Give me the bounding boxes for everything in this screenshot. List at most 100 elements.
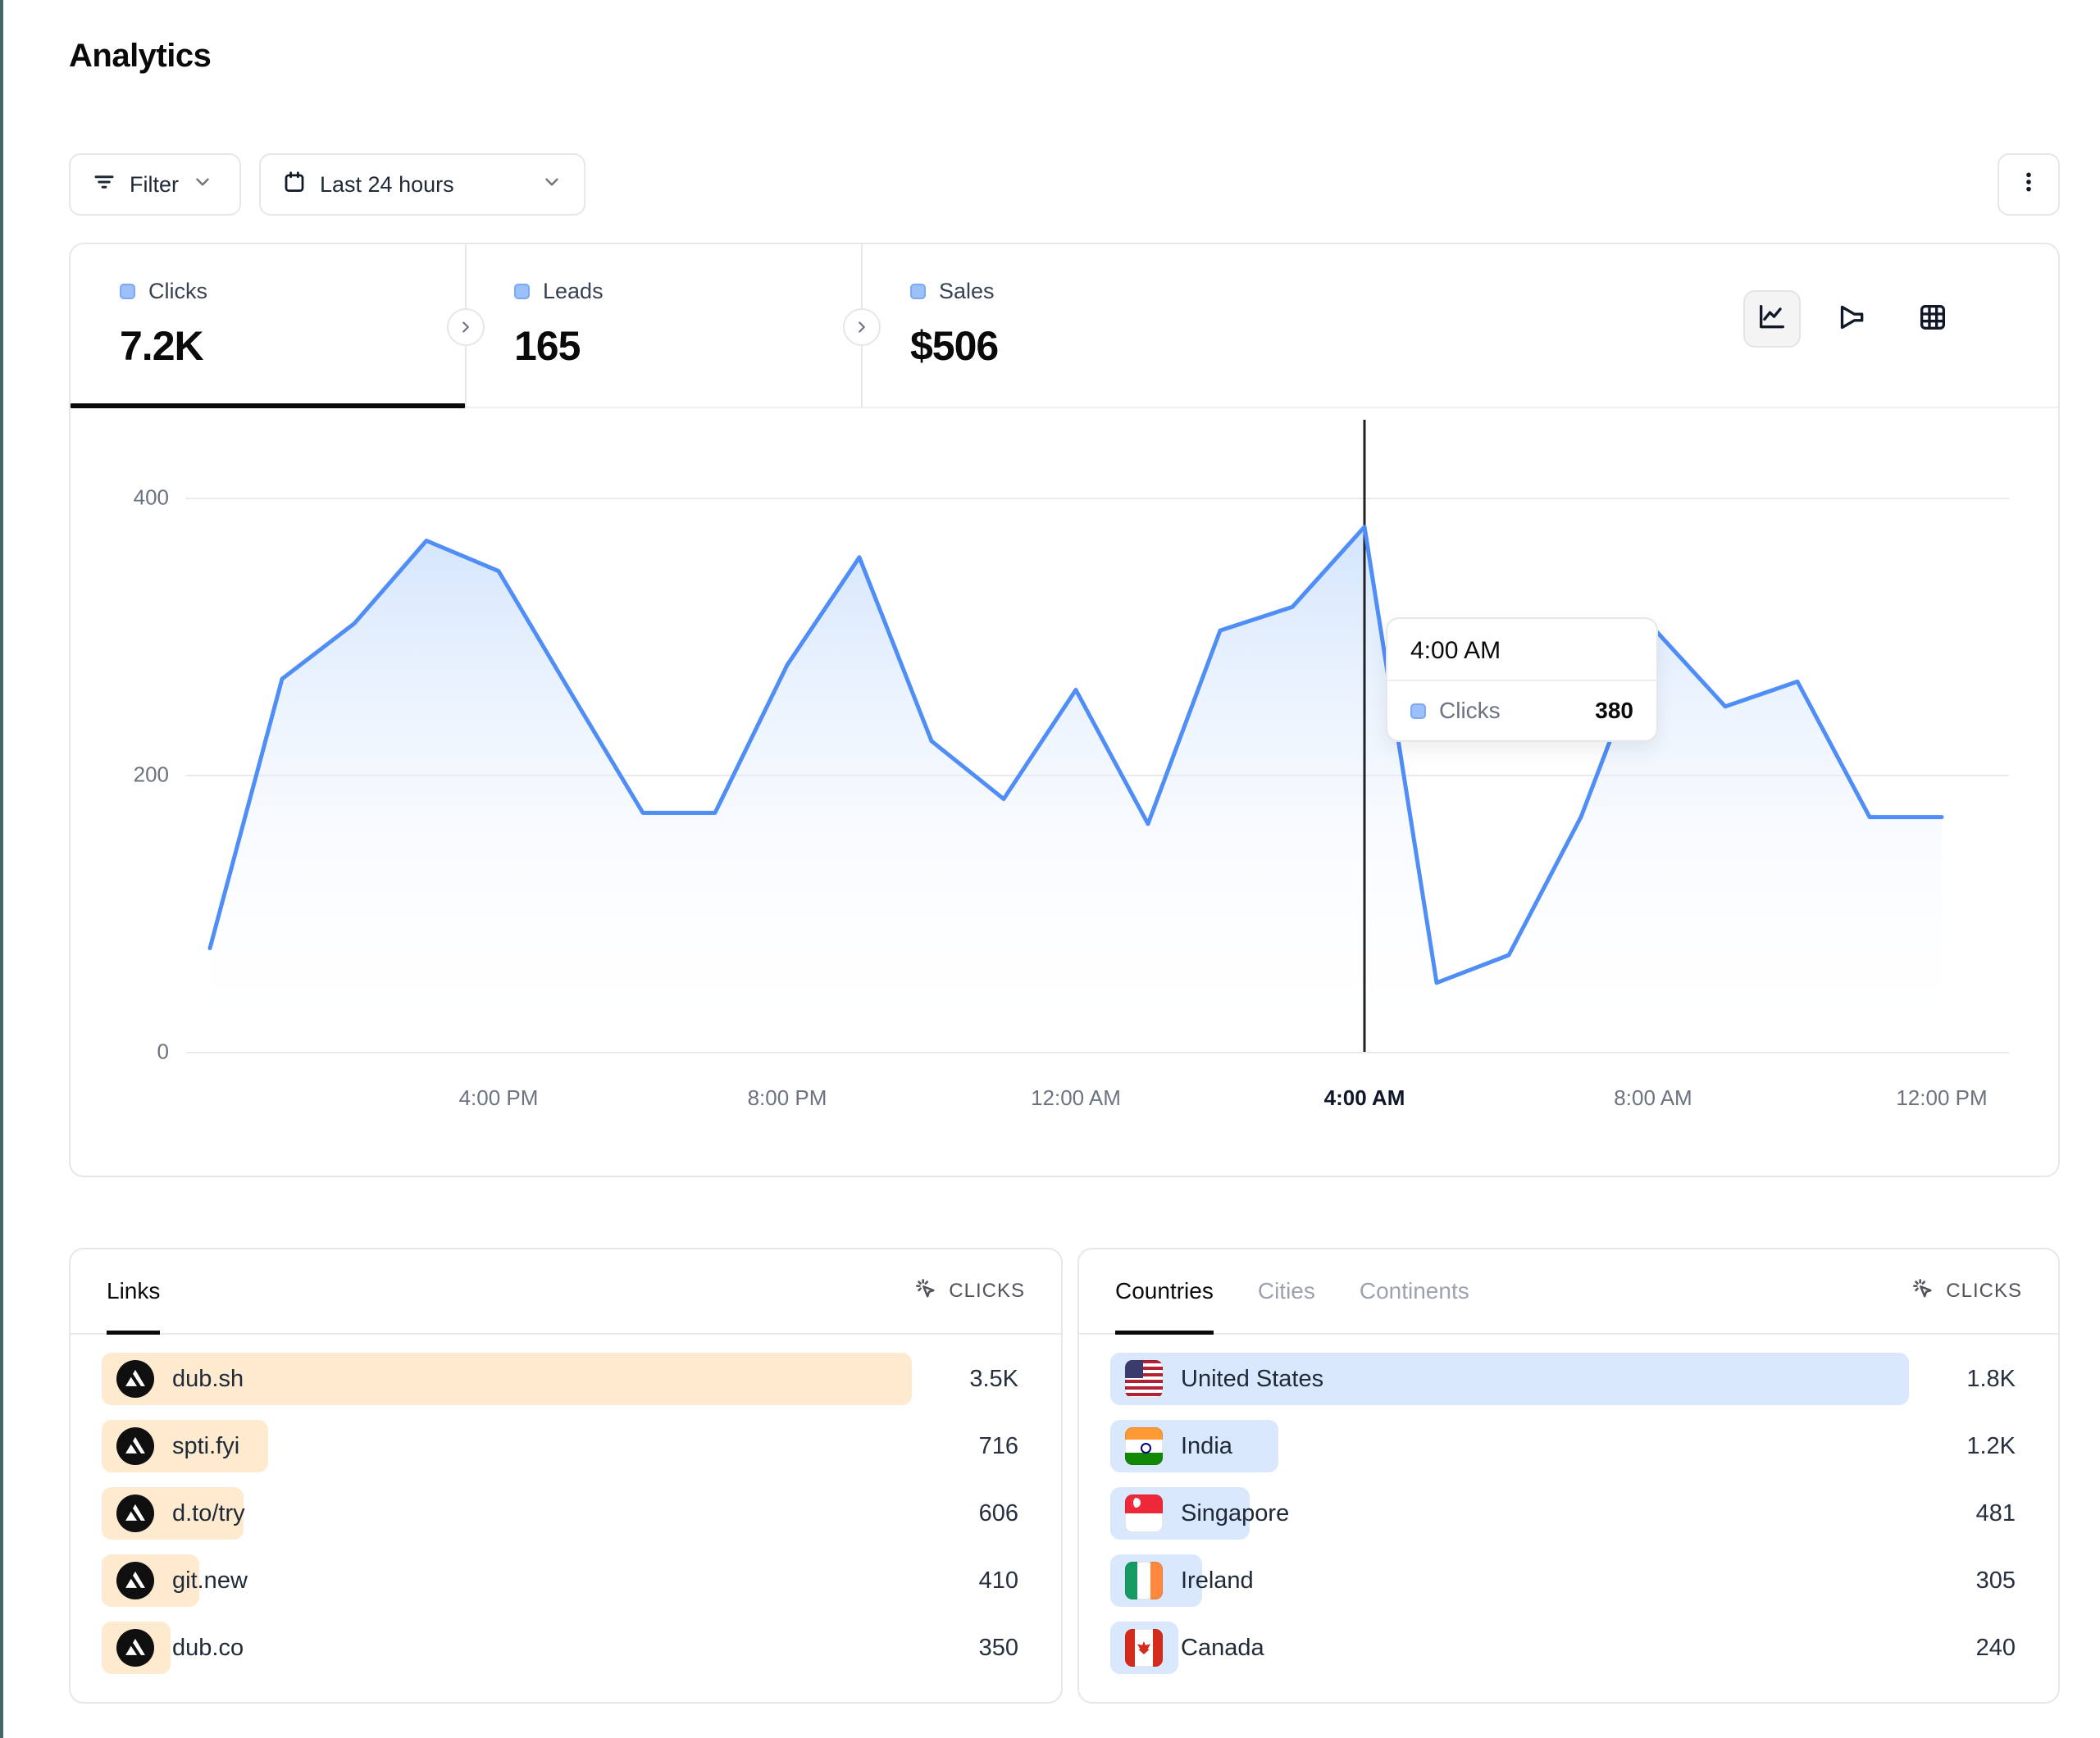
area-fill: [210, 526, 1942, 1052]
ca-flag-icon: [1125, 1629, 1163, 1667]
chevron-down-icon: [192, 171, 213, 198]
calendar-icon: [282, 170, 307, 200]
links-card-header: Links CLICKS: [71, 1249, 1061, 1335]
country-clicks-value: 305: [1975, 1567, 2016, 1594]
date-range-label: Last 24 hours: [320, 171, 454, 197]
tab-cities[interactable]: Cities: [1257, 1278, 1315, 1304]
x-axis: 4:00 PM 8:00 PM 12:00 AM 4:00 AM 8:00 AM 12:0…: [71, 1085, 2061, 1126]
country-clicks-value: 1.2K: [1966, 1432, 2016, 1459]
tooltip-series-label: Clicks: [1439, 698, 1501, 723]
chart-view-toggles: [1743, 290, 1961, 348]
leads-series-swatch: [514, 284, 530, 299]
sg-flag-icon: [1125, 1495, 1163, 1532]
dub-logo-icon: [116, 1495, 154, 1532]
y-axis-tick: 400: [133, 485, 169, 510]
link-clicks-value: 3.5K: [969, 1365, 1018, 1392]
in-flag-icon: [1125, 1427, 1163, 1465]
line-chart-view-button[interactable]: [1743, 290, 1801, 348]
country-clicks-value: 1.8K: [1966, 1365, 2016, 1392]
link-label: git.new: [172, 1567, 248, 1594]
funnel-icon: [1836, 301, 1869, 338]
ie-flag-icon: [1125, 1562, 1163, 1599]
more-options-button[interactable]: [1998, 153, 2060, 216]
link-row[interactable]: dub.co 350: [102, 1622, 1018, 1674]
country-clicks-value: 481: [1975, 1499, 2016, 1526]
cursor-click-icon: [1910, 1276, 1936, 1308]
date-range-button[interactable]: Last 24 hours: [259, 153, 585, 216]
link-clicks-value: 606: [978, 1499, 1018, 1526]
countries-card-header: Countries Cities Continents CLICKS: [1079, 1249, 2058, 1335]
x-axis-tick: 12:00 AM: [1031, 1085, 1121, 1110]
links-metric-sort-button[interactable]: CLICKS: [913, 1276, 1025, 1308]
leads-stat-value: 165: [514, 323, 581, 369]
x-axis-tick: 8:00 PM: [747, 1085, 827, 1110]
filter-button-label: Filter: [130, 171, 179, 197]
dub-logo-icon: [116, 1360, 154, 1398]
link-row[interactable]: dub.sh 3.5K: [102, 1353, 1018, 1405]
link-label: spti.fyi: [172, 1432, 240, 1459]
countries-metric-sort-button[interactable]: CLICKS: [1910, 1276, 2022, 1308]
stats-row: Clicks 7.2K Leads 165 Sales $506: [71, 244, 2058, 408]
country-row[interactable]: United States 1.8K: [1110, 1353, 2016, 1405]
page-title: Analytics: [69, 38, 212, 74]
countries-card: Countries Cities Continents CLICKS Unite…: [1077, 1248, 2060, 1704]
link-clicks-value: 410: [978, 1567, 1018, 1594]
gridline-400: [186, 498, 2009, 499]
expand-leads-button[interactable]: [843, 308, 881, 346]
funnel-view-button[interactable]: [1824, 290, 1881, 348]
tooltip-time: 4:00 AM: [1410, 637, 1501, 664]
countries-list: United States 1.8K India 1.2K Singapore …: [1110, 1353, 2016, 1689]
active-tab-underline: [71, 403, 465, 408]
tab-sales[interactable]: Sales $506: [861, 244, 1271, 408]
table-grid-icon: [1916, 301, 1949, 338]
kebab-menu-icon: [2016, 169, 2042, 201]
x-axis-tick: 4:00 PM: [458, 1085, 539, 1110]
x-axis-tick: 4:00 AM: [1323, 1085, 1405, 1110]
link-clicks-value: 350: [978, 1634, 1018, 1661]
analytics-card: Clicks 7.2K Leads 165 Sales $506: [69, 243, 2060, 1177]
country-label: India: [1181, 1432, 1232, 1459]
country-clicks-value: 240: [1975, 1634, 2016, 1661]
tab-clicks[interactable]: Clicks 7.2K: [71, 244, 465, 408]
dub-logo-icon: [116, 1629, 154, 1667]
country-label: United States: [1181, 1365, 1324, 1392]
country-row[interactable]: Singapore 481: [1110, 1487, 2016, 1540]
link-clicks-value: 716: [978, 1432, 1018, 1459]
link-row[interactable]: spti.fyi 716: [102, 1420, 1018, 1472]
country-label: Singapore: [1181, 1499, 1290, 1526]
country-row[interactable]: India 1.2K: [1110, 1420, 2016, 1472]
country-row[interactable]: Ireland 305: [1110, 1554, 2016, 1607]
line-chart-icon: [1756, 301, 1788, 338]
link-label: d.to/try: [172, 1499, 245, 1526]
chart-tooltip: 4:00 AM Clicks 380: [1386, 617, 1658, 742]
y-axis-tick: 0: [157, 1039, 169, 1064]
table-view-button[interactable]: [1904, 290, 1961, 348]
chevron-down-icon: [541, 171, 563, 198]
tab-leads[interactable]: Leads 165: [465, 244, 861, 408]
clicks-stat-value: 7.2K: [120, 323, 204, 369]
gridline-0: [186, 1052, 2009, 1053]
links-list: dub.sh 3.5K spti.fyi 716: [102, 1353, 1018, 1689]
tab-continents[interactable]: Continents: [1359, 1278, 1469, 1304]
tooltip-value: 380: [1595, 698, 1633, 723]
link-row[interactable]: d.to/try 606: [102, 1487, 1018, 1540]
us-flag-icon: [1125, 1360, 1163, 1398]
country-row[interactable]: Canada 240: [1110, 1622, 2016, 1674]
leads-stat-label: Leads: [543, 279, 604, 303]
dub-logo-icon: [116, 1562, 154, 1599]
tab-countries[interactable]: Countries: [1115, 1249, 1214, 1335]
clicks-time-series-chart[interactable]: 400 200 0 4:00 PM 8:00 PM 12:00 AM 4:00 AM 8…: [71, 408, 2061, 1177]
link-label: dub.sh: [172, 1365, 244, 1392]
link-bar: [102, 1353, 912, 1405]
sales-series-swatch: [910, 284, 926, 299]
country-bar: [1110, 1353, 1909, 1405]
expand-clicks-button[interactable]: [447, 308, 485, 346]
tab-links[interactable]: Links: [107, 1249, 161, 1335]
cursor-click-icon: [913, 1276, 939, 1308]
sales-stat-label: Sales: [939, 279, 995, 303]
filter-button[interactable]: Filter: [69, 153, 241, 216]
link-row[interactable]: git.new 410: [102, 1554, 1018, 1607]
y-axis-tick: 200: [133, 762, 169, 787]
links-metric-label: CLICKS: [949, 1280, 1025, 1302]
